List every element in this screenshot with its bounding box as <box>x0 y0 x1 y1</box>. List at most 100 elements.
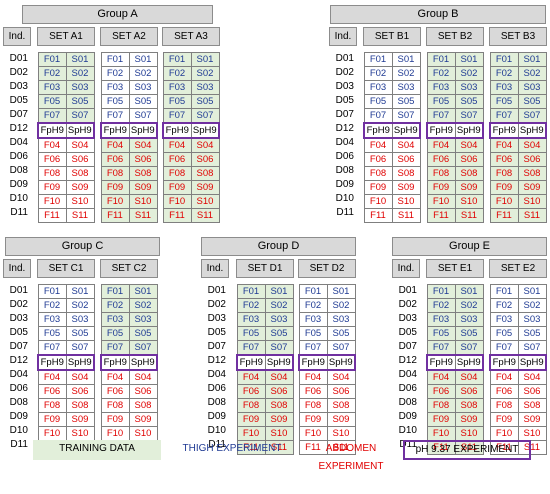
s-cell: S05 <box>128 94 158 109</box>
ph-row: FpH9 SpH9 <box>426 122 484 139</box>
set-header: SET A3 <box>162 27 220 46</box>
row-label: D10 <box>335 193 354 204</box>
ph-row: FpH9 SpH9 <box>489 354 547 371</box>
row-label: D07 <box>335 109 354 120</box>
s-cell: S01 <box>454 284 484 299</box>
row-label: D01 <box>9 53 28 64</box>
s-cell: S10 <box>391 194 421 209</box>
f-cell: F01 <box>162 52 192 67</box>
table-row: F10 S10 <box>363 194 421 209</box>
table-row: F07 S07 <box>162 108 220 124</box>
row-label: D12 <box>207 355 226 366</box>
row-label: D06 <box>9 383 28 394</box>
table-row: F07 S07 <box>37 340 95 356</box>
f-cell: F06 <box>100 152 130 167</box>
f-cell: F05 <box>489 326 519 341</box>
f-cell: F06 <box>426 152 456 167</box>
row-label: D04 <box>9 137 28 148</box>
table-row: F03 S03 <box>363 80 421 95</box>
row-label: D11 <box>10 439 28 450</box>
f-cell: FpH9 <box>298 354 328 371</box>
f-cell: F08 <box>363 166 393 181</box>
row-label: D01 <box>335 53 354 64</box>
row-label: D06 <box>335 151 354 162</box>
table-row: F02 S02 <box>426 298 484 313</box>
s-cell: SpH9 <box>391 122 421 139</box>
f-cell: F10 <box>37 194 67 209</box>
row-label: D11 <box>10 207 28 218</box>
row-label: D05 <box>398 327 417 338</box>
s-cell: S02 <box>128 66 158 81</box>
table-row: F05 S05 <box>489 326 547 341</box>
f-cell: F07 <box>363 108 393 124</box>
s-cell: S06 <box>454 152 484 167</box>
table-row: F01 S01 <box>162 52 220 67</box>
table-row: F03 S03 <box>298 312 356 327</box>
table-row: F06 S06 <box>162 152 220 167</box>
row-label: D04 <box>398 369 417 380</box>
table-row: F02 S02 <box>37 66 95 81</box>
s-cell: S08 <box>65 398 95 413</box>
ind-header: Ind. <box>392 259 420 278</box>
row-label: D08 <box>9 397 28 408</box>
row-label: D09 <box>9 179 28 190</box>
table-row: F04 S04 <box>426 137 484 153</box>
table-row: F06 S06 <box>37 152 95 167</box>
s-cell: S08 <box>391 166 421 181</box>
table-row: F06 S06 <box>298 384 356 399</box>
s-cell: SpH9 <box>326 354 356 371</box>
table-row: F09 S09 <box>489 412 547 427</box>
s-cell: S06 <box>128 384 158 399</box>
s-cell: S08 <box>190 166 220 181</box>
f-cell: F06 <box>37 384 67 399</box>
f-cell: F07 <box>162 108 192 124</box>
table-row: F04 S04 <box>489 369 547 385</box>
f-cell: F05 <box>426 326 456 341</box>
set-header: SET A1 <box>37 27 95 46</box>
f-cell: F06 <box>298 384 328 399</box>
set-header: SET B3 <box>489 27 547 46</box>
s-cell: SpH9 <box>264 354 294 371</box>
f-cell: FpH9 <box>236 354 266 371</box>
s-cell: S03 <box>517 312 547 327</box>
table-row: F07 S07 <box>236 340 294 356</box>
table-row: F06 S06 <box>37 384 95 399</box>
table-row: F05 S05 <box>37 326 95 341</box>
f-cell: F08 <box>489 398 519 413</box>
legend-abdomen-experiment: ABDOMEN EXPERIMENT <box>318 443 384 472</box>
f-cell: FpH9 <box>37 122 67 139</box>
s-cell: S05 <box>128 326 158 341</box>
ind-header: Ind. <box>329 27 357 46</box>
s-cell: S09 <box>454 180 484 195</box>
f-cell: F04 <box>363 137 393 153</box>
s-cell: S05 <box>517 326 547 341</box>
f-cell: F04 <box>426 137 456 153</box>
set-header: SET D1 <box>236 259 294 278</box>
f-cell: F05 <box>236 326 266 341</box>
group-title: Group A <box>22 5 213 24</box>
set-table: F01 S01 F02 S02 F03 S03 F05 S05 F07 S07 FpH9 SpH9 F0… <box>236 284 294 455</box>
row-label: D05 <box>9 327 28 338</box>
s-cell: S11 <box>190 208 220 223</box>
set-header: SET C2 <box>100 259 158 278</box>
set-table: F01 S01 F02 S02 F03 S03 F05 S05 F07 S07 FpH9 SpH9 F0… <box>100 52 158 223</box>
s-cell: S11 <box>391 208 421 223</box>
f-cell: F11 <box>426 440 456 455</box>
table-row: F09 S09 <box>37 412 95 427</box>
s-cell: S06 <box>326 384 356 399</box>
f-cell: FpH9 <box>489 122 519 139</box>
row-label: D08 <box>207 397 226 408</box>
s-cell: S03 <box>65 312 95 327</box>
table-row: F08 S08 <box>363 166 421 181</box>
s-cell: S07 <box>326 340 356 356</box>
s-cell: S02 <box>65 298 95 313</box>
f-cell: F06 <box>489 152 519 167</box>
s-cell: S04 <box>128 369 158 385</box>
s-cell: SpH9 <box>190 122 220 139</box>
ind-header: Ind. <box>3 27 31 46</box>
s-cell: S07 <box>128 108 158 124</box>
table-row: F09 S09 <box>489 180 547 195</box>
table-row: F02 S02 <box>426 66 484 81</box>
